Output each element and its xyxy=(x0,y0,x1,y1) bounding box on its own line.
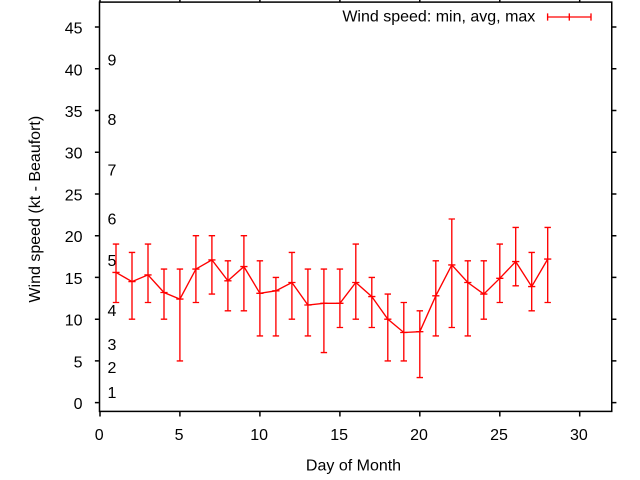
svg-text:30: 30 xyxy=(65,146,83,163)
svg-text:20: 20 xyxy=(65,229,83,246)
svg-text:5: 5 xyxy=(108,253,117,270)
svg-text:45: 45 xyxy=(65,21,83,38)
svg-text:30: 30 xyxy=(570,427,588,444)
svg-text:25: 25 xyxy=(490,427,508,444)
svg-text:5: 5 xyxy=(74,354,83,371)
svg-text:6: 6 xyxy=(108,212,117,229)
svg-text:0: 0 xyxy=(95,427,104,444)
svg-text:4: 4 xyxy=(108,303,117,320)
svg-text:7: 7 xyxy=(108,162,117,179)
svg-text:10: 10 xyxy=(250,427,268,444)
svg-text:5: 5 xyxy=(175,427,184,444)
svg-text:35: 35 xyxy=(65,104,83,121)
svg-text:Wind speed (kt - Beaufort): Wind speed (kt - Beaufort) xyxy=(27,116,44,303)
svg-text:40: 40 xyxy=(65,62,83,79)
svg-text:Day of Month: Day of Month xyxy=(306,458,401,475)
svg-text:9: 9 xyxy=(108,53,117,70)
svg-text:0: 0 xyxy=(74,396,83,413)
svg-text:15: 15 xyxy=(65,271,83,288)
svg-text:8: 8 xyxy=(108,112,117,129)
svg-text:25: 25 xyxy=(65,188,83,205)
svg-text:Wind speed: min, avg, max: Wind speed: min, avg, max xyxy=(342,9,535,26)
svg-text:20: 20 xyxy=(410,427,428,444)
svg-text:2: 2 xyxy=(108,360,117,377)
svg-text:1: 1 xyxy=(108,385,117,402)
svg-text:3: 3 xyxy=(108,337,117,354)
svg-text:10: 10 xyxy=(65,313,83,330)
svg-text:15: 15 xyxy=(330,427,348,444)
